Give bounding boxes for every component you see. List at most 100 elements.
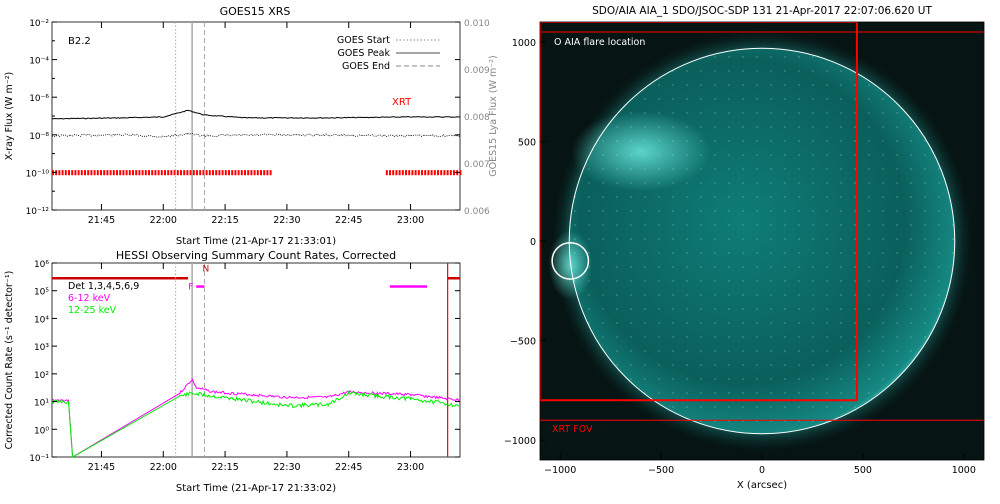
xrt-coverage-tick [180, 170, 182, 176]
goes-title: GOES15 XRS [220, 5, 291, 18]
hessi-ytick-label: 10⁻¹ [29, 454, 49, 464]
xrt-coverage-tick [125, 170, 128, 176]
hessi-y-axis-ticks: 10⁶ 10⁵ 10⁴ 10³ 10² 10¹ 10⁰ 10⁻¹ [29, 260, 460, 464]
goes-long-channel-line [52, 109, 461, 120]
xrt-coverage-tick [199, 170, 202, 176]
aia-active-region-ne [570, 111, 711, 192]
xrt-coverage-tick [266, 170, 269, 176]
aia-ytick-label: 1000 [512, 38, 536, 49]
xrt-coverage-tick [411, 170, 414, 176]
xrt-coverage-tick [170, 170, 173, 176]
hessi-panel: HESSI Observing Summary Count Rates, Cor… [4, 249, 461, 494]
xrt-coverage-tick [154, 170, 157, 176]
xrt-coverage-tick [109, 170, 112, 176]
hessi-6-12kev-line [51, 377, 461, 458]
xrt-coverage-tick [385, 170, 388, 176]
hessi-xtick-label: 22:15 [211, 462, 238, 473]
goes-ytick-label: 10⁻² [29, 19, 49, 29]
goes-xtick-label: 21:45 [88, 215, 115, 226]
goes-xtick-label: 22:45 [335, 215, 362, 226]
aia-xrt-fov-box [540, 31, 984, 421]
xrt-coverage-tick [237, 170, 240, 176]
goes-xtick-label: 22:15 [211, 215, 238, 226]
goes-xlabel: Start Time (21-Apr-17 21:33:01) [176, 236, 336, 247]
hessi-det-label: Det 1,3,4,5,6,9 [68, 281, 139, 292]
xrt-coverage-tick [234, 170, 237, 176]
hessi-plot-frame [51, 262, 461, 458]
goes-y2tick-label: 0.006 [464, 207, 490, 217]
aia-title: SDO/AIA AIA_1 SDO/JSOC-SDP 131 21-Apr-20… [592, 5, 932, 17]
xrt-coverage-tick [64, 170, 67, 176]
xrt-coverage-tick [256, 170, 259, 176]
goes-panel: GOES15 XRS B2.2 XRT GOES Start GOES Peak… [4, 5, 499, 247]
xrt-coverage-tick [106, 170, 109, 176]
aia-ytick-label: 0 [530, 237, 536, 248]
xrt-coverage-tick [247, 170, 250, 176]
goes-x-axis-ticks: 21:45 22:00 22:15 22:30 22:45 23:00 [88, 22, 424, 226]
aia-xtick-label: 0 [759, 465, 765, 476]
xrt-coverage-tick [443, 170, 446, 176]
legend-goes-peak: GOES Peak [338, 48, 391, 59]
aia-limb-circle [568, 47, 956, 435]
aia-x-axis-ticks: −1000 −500 0 500 1000 [544, 454, 976, 476]
goes-xrt-coverage [52, 170, 462, 176]
aia-flare-circle [551, 241, 590, 280]
xrt-coverage-tick [263, 170, 266, 176]
legend-goes-end: GOES End [342, 61, 390, 72]
xrt-coverage-tick [449, 170, 452, 176]
xrt-coverage-tick [160, 170, 163, 176]
xrt-coverage-tick [224, 170, 227, 176]
xrt-coverage-tick [135, 170, 138, 176]
goes-xtick-label: 22:30 [273, 215, 300, 226]
xrt-coverage-tick [186, 170, 189, 176]
goes-y2tick-label: 0.009 [464, 66, 490, 76]
xrt-coverage-tick [116, 170, 118, 176]
goes-ytick-label: 10⁻¹⁰ [26, 169, 50, 179]
hessi-xtick-label: 22:45 [335, 462, 362, 473]
xrt-coverage-tick [77, 170, 80, 176]
xrt-coverage-tick [100, 170, 102, 176]
xrt-coverage-tick [221, 170, 224, 176]
xrt-coverage-tick [196, 170, 198, 176]
goes-y2tick-label: 0.010 [464, 19, 490, 29]
xrt-coverage-tick [228, 170, 230, 176]
goes-y2tick-label: 0.007 [464, 160, 490, 170]
xrt-coverage-tick [430, 170, 433, 176]
xrt-coverage-tick [112, 170, 115, 176]
aia-flare-label: O AIA flare location [554, 37, 645, 48]
xrt-coverage-tick [176, 170, 179, 176]
hessi-ytick-label: 10² [34, 371, 49, 381]
xrt-coverage-tick [183, 170, 186, 176]
hessi-12-25kev-line [51, 389, 461, 458]
goes-left-axis-ticks: 10⁻² 10⁻⁴ 10⁻⁶ 10⁻⁸ 10⁻¹⁰ 10⁻¹² [26, 19, 460, 217]
hessi-legend-12-25kev: 12-25 keV [68, 305, 117, 316]
xrt-coverage-tick [167, 170, 170, 176]
xrt-coverage-tick [148, 170, 150, 176]
xrt-coverage-tick [87, 170, 90, 176]
xrt-coverage-tick [417, 170, 420, 176]
xrt-coverage-tick [395, 170, 398, 176]
xrt-coverage-tick [202, 170, 205, 176]
xrt-coverage-tick [446, 170, 449, 176]
xrt-coverage-tick [132, 170, 134, 176]
xrt-coverage-tick [421, 170, 424, 176]
goes-ytick-label: 10⁻⁶ [29, 94, 49, 104]
xrt-coverage-tick [68, 170, 70, 176]
xrt-coverage-tick [205, 170, 208, 176]
goes-ytick-label: 10⁻⁸ [29, 132, 49, 142]
xrt-coverage-tick [433, 170, 436, 176]
xrt-coverage-tick [253, 170, 256, 176]
hessi-attenuator-bars [52, 276, 460, 288]
xrt-coverage-tick [212, 170, 214, 176]
xrt-coverage-tick [459, 170, 462, 176]
goes-legend: GOES Start GOES Peak GOES End [337, 35, 440, 72]
xrt-coverage-tick [141, 170, 144, 176]
xrt-coverage-tick [96, 170, 99, 176]
xrt-coverage-tick [119, 170, 122, 176]
xrt-coverage-tick [424, 170, 427, 176]
xrt-coverage-tick [408, 170, 411, 176]
hessi-xtick-label: 21:45 [88, 462, 115, 473]
xrt-coverage-tick [74, 170, 77, 176]
xrt-coverage-tick [122, 170, 125, 176]
aia-ytick-label: 500 [518, 137, 536, 148]
